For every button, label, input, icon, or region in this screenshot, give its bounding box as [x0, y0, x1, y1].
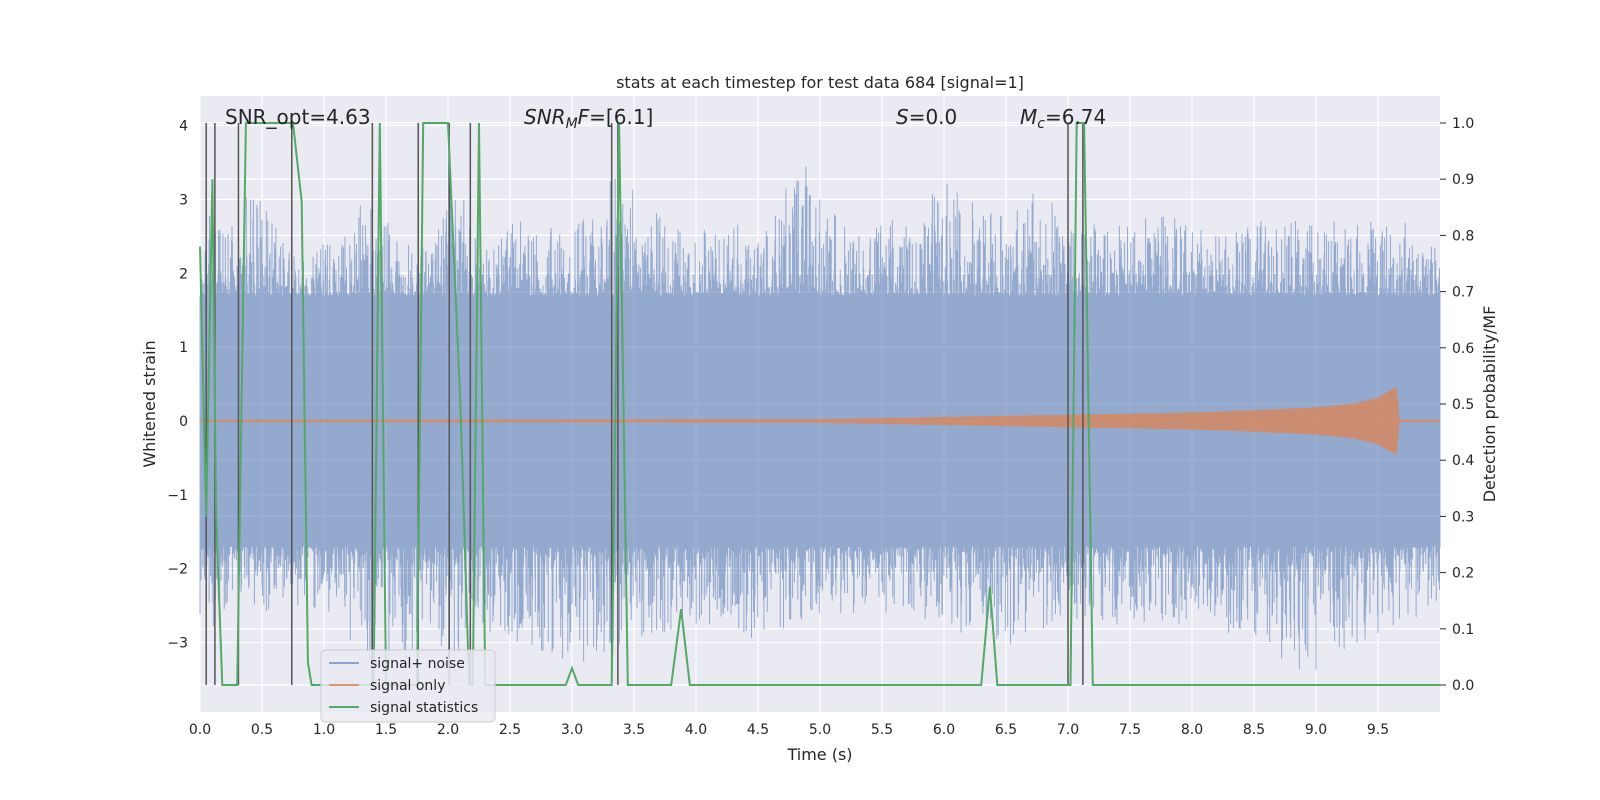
right-tick-label: 0.8: [1452, 228, 1474, 244]
x-tick-label: 7.0: [1057, 722, 1079, 738]
x-tick-label: 5.0: [809, 722, 831, 738]
x-tick-label: 6.5: [995, 722, 1017, 738]
annotation-snr-opt: SNR_opt=4.63: [225, 105, 371, 129]
y-tick-label: 0: [179, 414, 188, 430]
x-axis-ticks: 0.0 0.5 1.0 1.5 2.0 2.5 3.0 3.5 4.0 4.5 5.0 5.5 6.0 6…: [189, 722, 1389, 738]
x-tick-label: 8.5: [1243, 722, 1265, 738]
x-tick-label: 2.5: [499, 722, 521, 738]
x-tick-label: 4.5: [747, 722, 769, 738]
y-tick-label: 2: [179, 266, 188, 282]
x-tick-label: 5.5: [871, 722, 893, 738]
y-tick-label: −3: [167, 636, 188, 652]
annotation-mc: Mc=6.74: [1020, 105, 1106, 132]
x-tick-label: 6.0: [933, 722, 955, 738]
right-tick-label: 1.0: [1452, 116, 1474, 132]
x-axis-label: Time (s): [786, 745, 852, 764]
x-tick-label: 4.0: [685, 722, 707, 738]
y-tick-label: 3: [179, 192, 188, 208]
y-tick-label: −2: [167, 562, 188, 578]
right-tick-label: 0.3: [1452, 509, 1474, 525]
x-tick-label: 3.0: [561, 722, 583, 738]
right-tick-label: 0.7: [1452, 285, 1474, 301]
y-axis-ticks: −3 −2 −1 0 1 2 3 4: [167, 119, 188, 652]
right-axis-ticks: 0.0 0.1 0.2 0.3 0.4 0.5 0.6 0.7 0.8 0.9 1.0: [1440, 116, 1474, 694]
right-tick-label: 0.0: [1452, 678, 1474, 694]
x-tick-label: 1.5: [375, 722, 397, 738]
x-tick-label: 3.5: [623, 722, 645, 738]
annotation-s: S=0.0: [896, 105, 957, 129]
x-tick-label: 2.0: [437, 722, 459, 738]
x-tick-label: 9.0: [1305, 722, 1327, 738]
right-axis-label: Detection probability/MF: [1480, 306, 1499, 503]
y-tick-label: −1: [167, 488, 188, 504]
legend: signal+ noise signal only signal statist…: [320, 649, 496, 723]
right-tick-label: 0.1: [1452, 622, 1474, 638]
x-tick-label: 9.5: [1367, 722, 1389, 738]
annotations: SNR_opt=4.63 SNRMF=[6.1] S=0.0 Mc=6.74: [225, 105, 1106, 132]
signal-only-trace: [200, 386, 1440, 456]
y-tick-label: 1: [179, 340, 188, 356]
x-tick-label: 0.5: [251, 722, 273, 738]
legend-label-signal-statistics: signal statistics: [370, 700, 478, 716]
x-tick-label: 8.0: [1181, 722, 1203, 738]
x-tick-label: 1.0: [313, 722, 335, 738]
right-tick-label: 0.2: [1452, 566, 1474, 582]
legend-box: [320, 649, 496, 723]
x-tick-label: 7.5: [1119, 722, 1141, 738]
right-tick-label: 0.6: [1452, 341, 1474, 357]
annotation-snr-mf: SNRMF=[6.1]: [524, 105, 653, 132]
x-tick-label: 0.0: [189, 722, 211, 738]
legend-label-signal-noise: signal+ noise: [370, 656, 465, 672]
y-tick-label: 4: [179, 119, 188, 135]
right-tick-label: 0.5: [1452, 397, 1474, 413]
chart-title: stats at each timestep for test data 684…: [616, 73, 1024, 92]
series-signal-only: [200, 386, 1440, 456]
right-tick-label: 0.9: [1452, 172, 1474, 188]
y-axis-label: Whitened strain: [140, 340, 159, 467]
legend-label-signal-only: signal only: [370, 678, 445, 694]
right-tick-label: 0.4: [1452, 453, 1474, 469]
